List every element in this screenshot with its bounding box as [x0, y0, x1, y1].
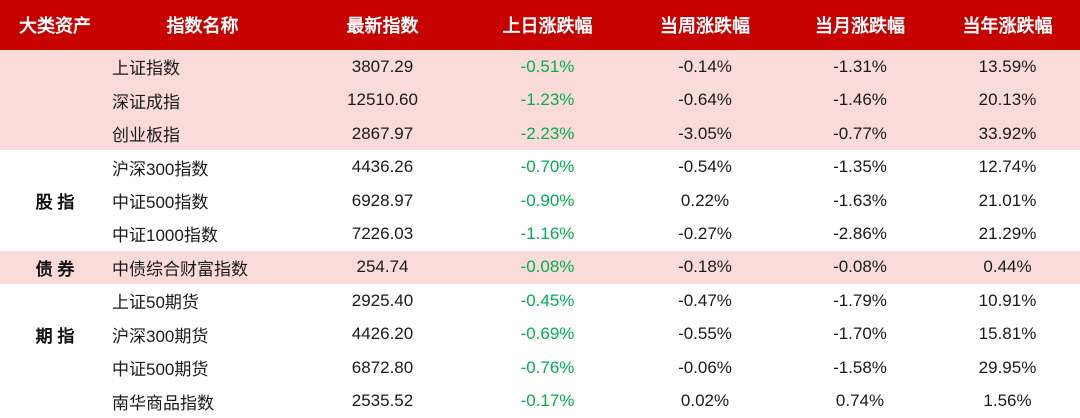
cell-asset-class: 债 券 [0, 250, 110, 285]
cell-latest-index: 6928.97 [295, 183, 470, 218]
cell-year-change: 33.92% [935, 116, 1080, 151]
header-month-change: 当月涨跌幅 [785, 0, 935, 50]
cell-month-change: -1.70% [785, 317, 935, 352]
cell-day-change: -2.23% [470, 116, 625, 151]
cell-month-change: -1.79% [785, 284, 935, 318]
table-row: 中证1000指数 7226.03 -1.16% -0.27% -2.86% 21… [0, 217, 1080, 251]
cell-index-name: 深证成指 [110, 83, 295, 117]
cell-latest-index: 2925.40 [295, 284, 470, 318]
cell-latest-index: 4436.26 [295, 150, 470, 184]
cell-latest-index: 7226.03 [295, 217, 470, 251]
cell-month-change: -1.58% [785, 351, 935, 385]
cell-index-name: 中证500期货 [110, 351, 295, 385]
table-row: 期 指 上证50期货 2925.40 -0.45% -0.47% -1.79% … [0, 284, 1080, 385]
cell-month-change: -0.08% [785, 250, 935, 285]
table-row: 股 指 沪深300指数 4436.26 -0.70% -0.54% -1.35%… [0, 150, 1080, 251]
cell-index-name: 南华商品指数 [110, 384, 295, 418]
cell-year-change: 21.01% [935, 183, 1080, 218]
cell-day-change: -1.16% [470, 217, 625, 251]
cell-month-change: -0.77% [785, 116, 935, 151]
cell-year-change: 0.44% [935, 250, 1080, 285]
cell-day-change: -0.76% [470, 351, 625, 385]
table-body: 上证指数 3807.29 -0.51% -0.14% -1.31% 13.59%… [0, 50, 1080, 418]
table-row: 上证指数 3807.29 -0.51% -0.14% -1.31% 13.59% [0, 50, 1080, 151]
cell-month-change: -1.46% [785, 83, 935, 117]
header-day-change: 上日涨跌幅 [470, 0, 625, 50]
cell-index-name: 创业板指 [110, 116, 295, 151]
cell-week-change: 0.22% [625, 183, 785, 218]
cell-asset-class: 期 指 [0, 284, 110, 385]
cell-month-change: 0.74% [785, 384, 935, 418]
cell-week-change: -0.18% [625, 250, 785, 285]
cell-week-change: -0.06% [625, 351, 785, 385]
cell-year-change: 12.74% [935, 150, 1080, 184]
cell-latest-index: 6872.80 [295, 351, 470, 385]
table-row: 深证成指 12510.60 -1.23% -0.64% -1.46% 20.13… [0, 83, 1080, 117]
header-year-change: 当年涨跌幅 [935, 0, 1080, 50]
cell-week-change: -0.54% [625, 150, 785, 184]
cell-day-change: -0.17% [470, 384, 625, 418]
cell-year-change: 1.56% [935, 384, 1080, 418]
cell-latest-index: 12510.60 [295, 83, 470, 117]
cell-month-change: -1.35% [785, 150, 935, 184]
cell-day-change: -0.51% [470, 50, 625, 84]
table-header: 大类资产 指数名称 最新指数 上日涨跌幅 当周涨跌幅 当月涨跌幅 当年涨跌幅 [0, 0, 1080, 50]
cell-week-change: -0.55% [625, 317, 785, 352]
header-latest-index: 最新指数 [295, 0, 470, 50]
cell-day-change: -0.08% [470, 250, 625, 285]
cell-year-change: 13.59% [935, 50, 1080, 84]
cell-index-name: 沪深300指数 [110, 150, 295, 184]
cell-week-change: -3.05% [625, 116, 785, 151]
cell-year-change: 29.95% [935, 351, 1080, 385]
cell-index-name: 中证1000指数 [110, 217, 295, 251]
cell-index-name: 上证50期货 [110, 284, 295, 318]
cell-year-change: 20.13% [935, 83, 1080, 117]
header-row: 大类资产 指数名称 最新指数 上日涨跌幅 当周涨跌幅 当月涨跌幅 当年涨跌幅 [0, 0, 1080, 50]
cell-week-change: -0.47% [625, 284, 785, 318]
cell-latest-index: 2535.52 [295, 384, 470, 418]
cell-latest-index: 2867.97 [295, 116, 470, 151]
cell-week-change: -0.64% [625, 83, 785, 117]
table-row: 沪深300期货 4426.20 -0.69% -0.55% -1.70% 15.… [0, 317, 1080, 352]
cell-latest-index: 3807.29 [295, 50, 470, 84]
cell-latest-index: 4426.20 [295, 317, 470, 352]
cell-day-change: -0.69% [470, 317, 625, 352]
cell-day-change: -0.45% [470, 284, 625, 318]
table-row: 创业板指 2867.97 -2.23% -3.05% -0.77% 33.92% [0, 116, 1080, 151]
cell-index-name: 中证500指数 [110, 183, 295, 218]
table-row: 债 券 中债综合财富指数 254.74 -0.08% -0.18% -0.08%… [0, 250, 1080, 285]
cell-month-change: -1.63% [785, 183, 935, 218]
cell-month-change: -2.86% [785, 217, 935, 251]
cell-latest-index: 254.74 [295, 250, 470, 285]
header-week-change: 当周涨跌幅 [625, 0, 785, 50]
table-row: 南华商品指数 2535.52 -0.17% 0.02% 0.74% 1.56% [0, 384, 1080, 418]
cell-index-name: 中债综合财富指数 [110, 250, 295, 285]
cell-year-change: 15.81% [935, 317, 1080, 352]
cell-year-change: 21.29% [935, 217, 1080, 251]
cell-month-change: -1.31% [785, 50, 935, 84]
table-row: 中证500指数 6928.97 -0.90% 0.22% -1.63% 21.0… [0, 183, 1080, 218]
cell-asset-class [0, 50, 110, 151]
cell-asset-class [0, 384, 110, 418]
cell-week-change: -0.27% [625, 217, 785, 251]
cell-week-change: 0.02% [625, 384, 785, 418]
cell-week-change: -0.14% [625, 50, 785, 84]
header-index-name: 指数名称 [110, 0, 295, 50]
cell-index-name: 上证指数 [110, 50, 295, 84]
cell-day-change: -0.70% [470, 150, 625, 184]
table-row: 中证500期货 6872.80 -0.76% -0.06% -1.58% 29.… [0, 351, 1080, 385]
cell-asset-class: 股 指 [0, 150, 110, 251]
header-asset-class: 大类资产 [0, 0, 110, 50]
cell-index-name: 沪深300期货 [110, 317, 295, 352]
cell-year-change: 10.91% [935, 284, 1080, 318]
cell-day-change: -1.23% [470, 83, 625, 117]
cell-day-change: -0.90% [470, 183, 625, 218]
